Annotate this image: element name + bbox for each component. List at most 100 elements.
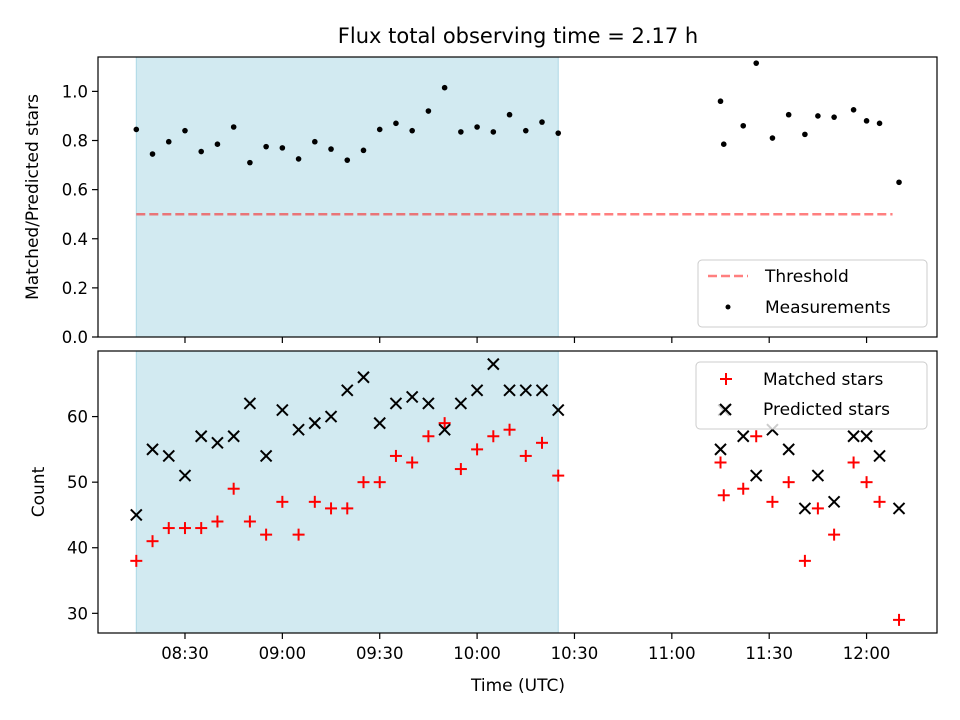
top-ytick-label-0: 0.0 xyxy=(62,328,88,347)
matched-point-21 xyxy=(471,443,484,456)
measurement-point-0 xyxy=(133,126,140,133)
measurement-point-8 xyxy=(263,143,269,150)
bottom-xtick-label-6: 11:30 xyxy=(745,644,793,663)
measurement-point-23 xyxy=(506,111,513,118)
bottom-xlabel: Time (UTC) xyxy=(470,676,565,696)
legend-predicted-swatch xyxy=(719,403,732,416)
top-ytick-label-1: 0.2 xyxy=(62,279,88,298)
predicted-point-33 xyxy=(798,502,812,515)
bottom-xtick-label-0: 08:30 xyxy=(161,644,209,663)
predicted-point-21 xyxy=(470,384,484,397)
predicted-point-0 xyxy=(130,508,143,522)
predicted-point-22 xyxy=(487,357,500,371)
matched-point-31 xyxy=(766,495,779,508)
matched-point-39 xyxy=(893,613,906,626)
predicted-point-3 xyxy=(178,469,192,482)
measurement-point-35 xyxy=(831,114,837,120)
measurement-point-32 xyxy=(785,111,792,118)
bottom-ylabel: Count xyxy=(29,466,49,517)
legend-measurements-swatch xyxy=(725,304,731,310)
measurement-point-28 xyxy=(720,141,727,147)
matched-point-0 xyxy=(130,554,143,567)
matched-point-20 xyxy=(454,463,467,476)
matched-point-22 xyxy=(487,430,500,443)
top-legend: Threshold Measurements xyxy=(697,259,928,328)
predicted-point-11 xyxy=(308,416,322,430)
matched-point-8 xyxy=(260,528,273,541)
top-shaded-span xyxy=(135,56,559,338)
matched-point-33 xyxy=(798,554,811,567)
matched-point-18 xyxy=(422,430,435,443)
measurement-point-11 xyxy=(312,138,318,145)
top-ytick-label-2: 0.4 xyxy=(62,230,88,249)
measurement-point-31 xyxy=(769,135,776,141)
matched-point-35 xyxy=(828,528,841,541)
matched-point-36 xyxy=(847,456,860,469)
predicted-point-26 xyxy=(552,403,565,417)
predicted-point-27 xyxy=(714,443,727,456)
predicted-point-18 xyxy=(422,397,435,410)
measurement-point-16 xyxy=(393,120,399,127)
measurement-point-17 xyxy=(409,127,415,134)
measurement-point-2 xyxy=(165,138,172,145)
predicted-point-20 xyxy=(454,397,468,410)
predicted-point-35 xyxy=(827,495,841,509)
matched-point-10 xyxy=(292,528,305,541)
predicted-point-17 xyxy=(405,390,419,404)
predicted-point-38 xyxy=(873,449,886,463)
top-ytick-label-4: 0.8 xyxy=(62,132,88,151)
predicted-point-16 xyxy=(389,397,403,410)
predicted-point-12 xyxy=(324,410,338,423)
predicted-point-37 xyxy=(860,430,873,443)
matched-point-15 xyxy=(373,476,386,489)
matched-point-4 xyxy=(195,522,208,535)
predicted-point-6 xyxy=(227,430,240,443)
chart-title: Flux total observing time = 2.17 h xyxy=(338,24,698,48)
measurement-point-4 xyxy=(198,148,205,155)
bottom-legend: Matched stars Predicted stars xyxy=(695,361,928,430)
measurement-point-20 xyxy=(458,129,464,135)
legend-measurements-label: Measurements xyxy=(765,298,891,318)
measurement-point-7 xyxy=(247,159,253,166)
matched-point-29 xyxy=(737,482,750,495)
measurement-point-18 xyxy=(425,108,432,114)
matched-point-3 xyxy=(178,522,191,535)
bottom-legend-box xyxy=(695,361,928,430)
bottom-ytick-label-2: 50 xyxy=(67,473,88,492)
measurement-point-10 xyxy=(295,156,302,162)
matched-point-30 xyxy=(750,430,763,443)
top-axes-frame xyxy=(97,56,938,338)
measurement-point-39 xyxy=(896,179,902,186)
bottom-xtick-label-1: 09:00 xyxy=(259,644,307,663)
matched-point-38 xyxy=(873,495,886,508)
measurement-point-14 xyxy=(360,147,367,154)
matched-point-26 xyxy=(552,469,565,482)
predicted-point-32 xyxy=(782,443,795,456)
predicted-point-25 xyxy=(535,384,549,397)
bottom-xtick-label-5: 11:00 xyxy=(648,644,696,663)
top-ylabel: Matched/Predicted stars xyxy=(23,94,43,300)
measurement-point-19 xyxy=(441,84,448,91)
matched-point-2 xyxy=(162,522,175,535)
bottom-ytick-label-1: 40 xyxy=(67,539,88,558)
matched-point-19 xyxy=(438,417,451,430)
bottom-ytick-label-3: 60 xyxy=(67,408,88,427)
top-panel: 0.0 0.2 0.4 0.6 0.8 1.0 Matched/Predicted sta… xyxy=(23,56,938,347)
predicted-point-34 xyxy=(811,469,825,482)
matched-point-23 xyxy=(503,423,516,436)
bottom-xtick-label-3: 10:00 xyxy=(453,644,501,663)
top-ytick-label-5: 1.0 xyxy=(62,82,88,101)
top-legend-box xyxy=(697,259,928,328)
bottom-shaded-span xyxy=(135,350,559,634)
predicted-point-1 xyxy=(146,443,159,456)
bottom-ytick-label-0: 30 xyxy=(67,604,88,623)
matched-point-13 xyxy=(341,502,354,515)
legend-threshold-label: Threshold xyxy=(764,267,849,287)
predicted-point-9 xyxy=(276,403,289,417)
predicted-point-30 xyxy=(750,469,763,482)
measurement-point-29 xyxy=(740,122,747,129)
bottom-xtick-label-2: 09:30 xyxy=(356,644,404,663)
predicted-point-23 xyxy=(503,384,516,397)
matched-point-5 xyxy=(211,515,224,528)
measurement-point-12 xyxy=(328,146,334,152)
